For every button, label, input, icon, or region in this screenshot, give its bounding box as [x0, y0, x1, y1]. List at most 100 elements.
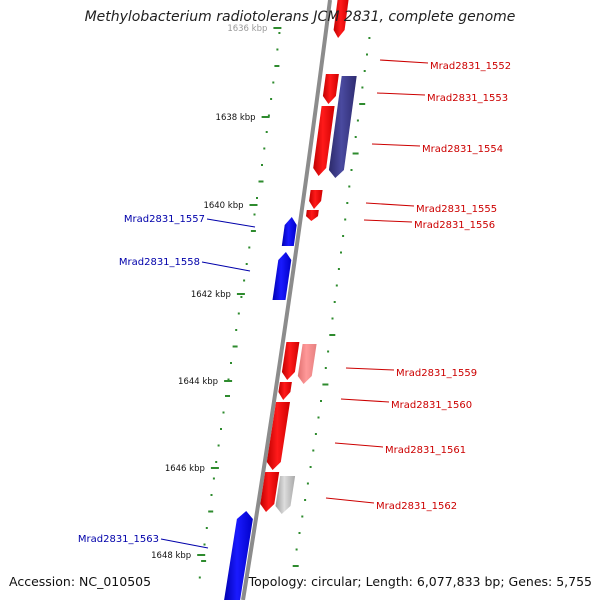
gc-skew-mark — [258, 180, 264, 183]
gc-skew-mark — [276, 48, 279, 51]
ruler-label: 1638 kbp — [216, 113, 256, 123]
gene-arrow — [278, 382, 292, 400]
gc-skew-mark — [292, 565, 299, 567]
gc-skew-mark — [324, 367, 327, 369]
label-leader-line — [376, 92, 426, 96]
gene-arrow — [272, 252, 292, 300]
gene-arrow — [275, 476, 296, 514]
ruler-label: 1640 kbp — [203, 201, 243, 211]
gc-skew-mark — [245, 263, 248, 265]
gc-skew-mark — [312, 449, 315, 452]
gc-skew-mark — [248, 246, 251, 249]
accession-text: Accession: NC_010505 — [9, 574, 152, 589]
gene-label: Mrad2831_1560 — [391, 400, 472, 411]
gene-arrow — [281, 342, 300, 380]
gene-arrow — [297, 344, 317, 384]
gc-skew-mark — [215, 461, 218, 463]
gene-arrow — [306, 210, 319, 221]
gene-label: Mrad2831_1555 — [416, 204, 497, 215]
ruler-tick — [249, 204, 258, 206]
label-leader-line — [345, 367, 395, 371]
gc-skew-mark — [314, 433, 317, 435]
gc-skew-mark — [256, 197, 258, 199]
ruler-tick — [224, 380, 233, 382]
ruler-tick — [197, 554, 206, 556]
gc-skew-mark — [322, 383, 329, 386]
ruler-label: 1648 kbp — [151, 551, 191, 561]
gene-label: Mrad2831_1559 — [396, 368, 477, 379]
gc-skew-mark — [298, 532, 301, 534]
gene-label: Mrad2831_1552 — [430, 61, 511, 72]
gc-skew-mark — [237, 312, 240, 315]
ruler-label: 1646 kbp — [165, 464, 205, 474]
gc-skew-mark — [217, 444, 220, 447]
gc-skew-mark — [230, 362, 232, 364]
gc-skew-mark — [348, 185, 351, 188]
gene-arrow — [281, 217, 297, 246]
gc-skew-mark — [366, 53, 368, 56]
gc-skew-mark — [274, 65, 280, 67]
gc-skew-mark — [368, 37, 371, 39]
gene-arrow — [333, 0, 349, 38]
gc-skew-mark — [232, 345, 238, 348]
gc-skew-mark — [240, 296, 243, 298]
label-leader-line — [160, 538, 209, 549]
gc-skew-mark — [359, 103, 366, 105]
gene-arrow — [322, 74, 339, 104]
genome-summary-text: Topology: circular; Length: 6,077,833 bp… — [248, 574, 592, 589]
gc-skew-mark — [352, 152, 359, 155]
gc-skew-mark — [203, 543, 206, 546]
label-leader-line — [340, 398, 390, 403]
gc-skew-mark — [340, 251, 342, 254]
label-leader-line — [334, 442, 384, 448]
gc-skew-mark — [222, 411, 225, 414]
page-title: Methylobacterium radiotolerans JCM 2831,… — [84, 9, 516, 25]
gene-labels: Mrad2831_1552 Mrad2831_1553 Mrad2831_1554 M… — [78, 59, 511, 549]
gc-skew-mark — [350, 169, 353, 171]
gc-skew-mark — [201, 560, 207, 562]
gc-skew-mark — [333, 301, 336, 303]
gc-skew-mark — [198, 576, 201, 579]
label-leader-line — [206, 218, 256, 228]
label-leader-line — [201, 261, 251, 272]
ruler-tick — [261, 116, 270, 118]
gc-skew-mark — [227, 378, 230, 381]
gc-skew-mark — [243, 279, 246, 282]
gene-label: Mrad2831_1556 — [414, 220, 495, 231]
gc-skew-mark — [317, 416, 320, 419]
gc-skew-mark — [250, 230, 256, 232]
gc-skew-mark — [210, 494, 213, 496]
gc-skew-mark — [335, 284, 338, 287]
gc-skew-mark — [301, 515, 304, 518]
gc-skew-track — [198, 32, 371, 584]
gc-skew-mark — [363, 70, 366, 72]
ruler-tick — [273, 27, 282, 29]
ruler-tick — [236, 293, 245, 295]
ruler-label: 1636 kbp — [227, 24, 267, 34]
gc-skew-mark — [304, 499, 307, 501]
gc-skew-mark — [309, 466, 312, 468]
gene-label: Mrad2831_1558 — [119, 257, 200, 268]
gc-skew-mark — [320, 400, 322, 402]
gene-arrow — [328, 76, 357, 178]
gene-arrow — [266, 402, 290, 470]
gene-arrow — [260, 472, 280, 512]
gene-label: Mrad2831_1563 — [78, 534, 159, 545]
gene-track — [224, 0, 357, 600]
ruler-label: 1644 kbp — [178, 377, 218, 387]
ruler-label: 1642 kbp — [191, 290, 231, 300]
label-leader-line — [325, 497, 375, 504]
gc-skew-mark — [235, 329, 238, 331]
gc-skew-mark — [253, 213, 256, 216]
gene-arrow — [313, 106, 335, 176]
gc-skew-mark — [356, 119, 359, 122]
gc-skew-mark — [337, 268, 340, 270]
gc-skew-mark — [261, 164, 263, 166]
ruler-tick — [210, 467, 219, 469]
label-leader-line — [363, 219, 413, 223]
gene-arrow — [309, 190, 323, 209]
gc-skew-mark — [346, 202, 349, 204]
gc-skew-mark — [278, 32, 281, 34]
